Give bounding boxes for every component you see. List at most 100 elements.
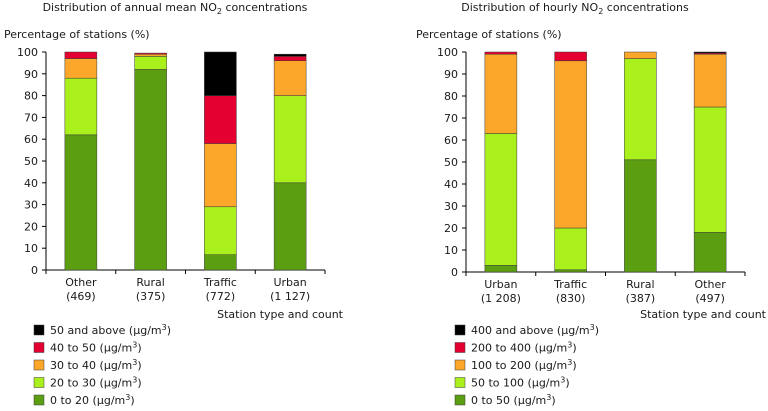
x-category-count: (469) [66, 290, 96, 303]
bar-segment [204, 206, 237, 255]
legend-unit: (µg/m [510, 394, 546, 407]
legend-unit-superscript: 3 [125, 393, 130, 402]
bar-segment [134, 53, 167, 57]
legend-swatch [33, 359, 45, 371]
y-tick-label: 30 [444, 200, 458, 213]
legend-label: 50 to 100 (µg/m3) [471, 376, 570, 390]
y-tick-label: 90 [444, 68, 458, 81]
chart-annual-mean: Distribution of annual mean NO2 concentr… [4, 1, 344, 407]
bar-segment [204, 51, 237, 96]
legend-label: 50 and above (µg/m3) [50, 323, 171, 337]
legend-series-name: 100 to 200 [471, 359, 531, 372]
y-tick-label: 40 [24, 177, 38, 190]
x-category-label: Urban [484, 278, 517, 291]
chart-title-subscript: 2 [598, 7, 603, 16]
legend-unit: ) [167, 324, 171, 337]
bar-segment [64, 51, 98, 59]
chart-hourly: Distribution of hourly NO2 concentration… [416, 1, 767, 407]
chart-title-text: Distribution of annual mean NO [43, 1, 218, 14]
y-tick-label: 90 [24, 68, 38, 81]
y-tick-label: 70 [24, 111, 38, 124]
legend-unit: ) [572, 342, 576, 355]
legend-swatch [454, 324, 466, 336]
legend-unit: ) [595, 324, 599, 337]
legend-swatch [33, 324, 45, 336]
legend-swatch [33, 377, 45, 388]
legend-unit: (µg/m [96, 359, 132, 372]
legend-unit-superscript: 3 [590, 323, 595, 332]
legend-unit-superscript: 3 [567, 341, 572, 350]
y-tick-label: 100 [17, 46, 38, 59]
legend-unit: ) [137, 342, 141, 355]
legend-series-name: 200 to 400 [471, 342, 531, 355]
x-category-label: Other [695, 278, 727, 291]
y-tick-label: 80 [444, 90, 458, 103]
y-tick-label: 40 [444, 178, 458, 191]
legend-unit: (µg/m [531, 359, 567, 372]
legend: 50 and above (µg/m3)40 to 50 (µg/m3)30 t… [33, 323, 171, 407]
y-axis-label: Percentage of stations (%) [4, 28, 150, 41]
legend-unit-superscript: 3 [546, 393, 551, 402]
y-tick-label: 30 [24, 199, 38, 212]
legend-unit-superscript: 3 [132, 376, 137, 385]
legend-label: 30 to 40 (µg/m3) [50, 358, 142, 372]
bar-segment [273, 182, 307, 271]
legend-unit: ) [572, 359, 576, 372]
bar-segment [693, 53, 727, 108]
legend-unit: ) [137, 377, 141, 390]
legend-unit-superscript: 3 [132, 341, 137, 350]
bar-segment [554, 60, 587, 229]
y-tick-label: 60 [24, 133, 38, 146]
legend-unit: ) [130, 394, 134, 407]
legend-unit: ) [137, 359, 141, 372]
y-tick-label: 80 [24, 90, 38, 103]
legend-unit-superscript: 3 [132, 358, 137, 367]
x-axis-label: Station type and count [640, 308, 767, 321]
legend-series-name: 400 and above [471, 324, 554, 337]
chart-title-subscript: 2 [217, 7, 222, 16]
bar-segment [693, 51, 727, 54]
bar-segment [624, 58, 657, 161]
bar-segment [273, 95, 307, 184]
legend-series-name: 40 to 50 [50, 342, 96, 355]
bar-segment [64, 58, 98, 79]
bar-segment [693, 106, 727, 233]
y-tick-label: 60 [444, 134, 458, 147]
bar-segment [134, 56, 167, 70]
bar-segment [204, 254, 237, 271]
legend: 400 and above (µg/m3)200 to 400 (µg/m3)1… [454, 323, 599, 407]
y-tick-label: 0 [451, 266, 458, 279]
y-tick-label: 0 [31, 264, 38, 277]
bar-segment [484, 265, 518, 273]
bar-segment [554, 51, 587, 62]
bar-segment [134, 69, 167, 271]
legend-series-name: 50 and above [50, 324, 126, 337]
chart-title: Distribution of hourly NO2 concentration… [461, 1, 689, 16]
chart-title-text: Distribution of hourly NO [461, 1, 598, 14]
x-category-count: (830) [556, 292, 586, 305]
chart-title: Distribution of annual mean NO2 concentr… [43, 1, 308, 16]
legend-label: 20 to 30 (µg/m3) [50, 376, 142, 390]
x-category-label: Rural [136, 276, 164, 289]
legend-label: 200 to 400 (µg/m3) [471, 341, 577, 355]
x-axis-label: Station type and count [217, 308, 344, 321]
x-category-count: (375) [136, 290, 166, 303]
legend-series-name: 50 to 100 [471, 377, 524, 390]
y-tick-label: 10 [24, 242, 38, 255]
x-category-label: Traffic [553, 278, 587, 291]
legend-label: 400 and above (µg/m3) [471, 323, 599, 337]
legend-label: 0 to 50 (µg/m3) [471, 393, 556, 407]
legend-swatch [454, 359, 466, 371]
legend-series-name: 0 to 50 [471, 394, 510, 407]
legend-unit: (µg/m [125, 324, 161, 337]
legend-label: 0 to 20 (µg/m3) [50, 393, 135, 407]
y-tick-label: 50 [24, 155, 38, 168]
legend-swatch [454, 377, 466, 388]
legend-unit: (µg/m [531, 342, 567, 355]
legend-unit: (µg/m [89, 394, 125, 407]
bar-segment [484, 51, 518, 55]
x-category-count: (1 208) [481, 292, 521, 305]
bar-segment [484, 53, 518, 134]
legend-unit-superscript: 3 [560, 376, 565, 385]
legend-unit: (µg/m [96, 377, 132, 390]
